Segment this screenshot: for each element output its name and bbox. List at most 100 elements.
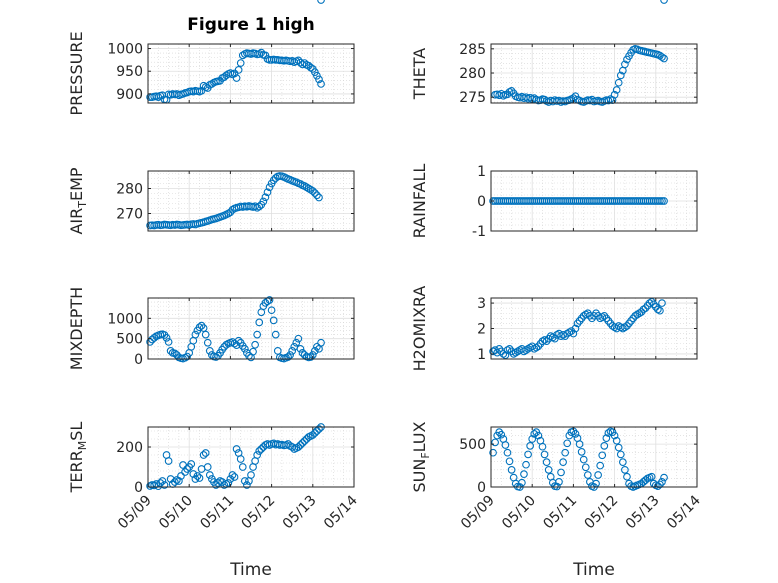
y-tick-label: 0 [134,480,143,496]
data-point [226,69,235,77]
data-point [160,481,169,489]
data-point [610,90,619,99]
data-point [656,306,664,315]
y-axis-label-main: TERR [67,450,86,493]
data-point [317,80,325,88]
data-point [255,202,264,211]
y-axis-label: H2OMIXRA [410,286,429,372]
data-point [658,478,666,486]
data-point [164,338,173,346]
data-point [651,303,660,311]
y-axis-label-main: AIR [67,208,86,235]
data-point [236,59,245,67]
data-point [240,477,249,485]
data-point [542,337,551,346]
data-point [306,353,315,361]
y-axis-label-subscript: F [419,452,432,458]
data-point [507,87,516,95]
data-point [559,458,567,466]
data-point [201,330,210,339]
y-axis-label: TERRMSL [67,422,89,494]
data-point [616,71,625,80]
data-point [571,324,580,333]
data-point [604,96,613,105]
data-point [166,347,175,355]
data-point [249,347,257,356]
y-axis-label-rest: EMP [67,167,86,201]
y-tick-label: 950 [116,64,143,80]
data-point [234,336,243,345]
data-point [658,299,666,307]
data-point [199,451,208,459]
data-point [247,471,255,479]
data-point [191,330,200,339]
data-point [561,448,570,457]
data-point [491,438,499,447]
data-point [183,352,191,361]
data-point [265,296,274,304]
data-point [530,430,539,438]
data-point [647,472,656,481]
data-point [660,197,668,205]
data-point [581,310,590,319]
data-point [203,338,212,347]
data-point [284,353,292,361]
data-point [232,74,241,82]
data-point [627,317,635,325]
data-point [503,448,512,457]
subplot-theta: 275 280 285 THETA [410,42,698,106]
data-point [243,481,251,489]
data-point [538,442,547,451]
data-point [598,313,607,321]
data-point [520,470,528,478]
data-point [311,429,319,437]
data-point [520,347,528,356]
data-point [158,477,167,485]
data-point [524,450,532,459]
data-point [269,316,278,325]
data-point [532,343,541,352]
data-point [189,470,198,478]
data-point [302,183,311,192]
data-point [649,300,658,309]
subplot-rainfall: -1 0 1 RAINFALL [410,164,698,240]
data-point [522,346,530,354]
y-tick-label: 0 [477,194,486,210]
data-point [522,460,530,469]
data-point [635,309,644,318]
data-point [286,351,294,359]
data-point [654,305,662,314]
data-point [232,445,241,453]
data-point [511,348,520,357]
y-tick-label: 2 [477,322,486,338]
axes-box [490,426,698,488]
data-point [575,440,584,448]
data-point [205,471,214,479]
data-point [317,0,325,4]
data-point [654,482,662,490]
subplot-h2omixra: 1 2 3 H2OMIXRA [410,0,698,372]
data-point [540,450,549,459]
data-point [507,466,516,474]
data-point [577,314,586,323]
data-point [618,324,627,333]
data-point [631,311,640,320]
data-point [187,460,196,468]
data-point [294,56,303,65]
data-point [150,334,159,342]
data-point [526,442,534,450]
data-point [251,340,259,349]
y-tick-label: 1 [477,347,486,363]
data-point [253,451,262,459]
data-point [257,445,266,453]
data-point [304,184,313,193]
data-point [625,319,633,328]
data-point [660,473,668,482]
data-point [177,472,185,480]
data-point [175,477,183,485]
data-point [308,431,317,439]
y-axis-label: THETA [410,48,429,100]
data-point [294,443,303,451]
subplot-pressure: 900 950 1000 PRESSURE [67,31,355,116]
data-point [201,449,210,457]
